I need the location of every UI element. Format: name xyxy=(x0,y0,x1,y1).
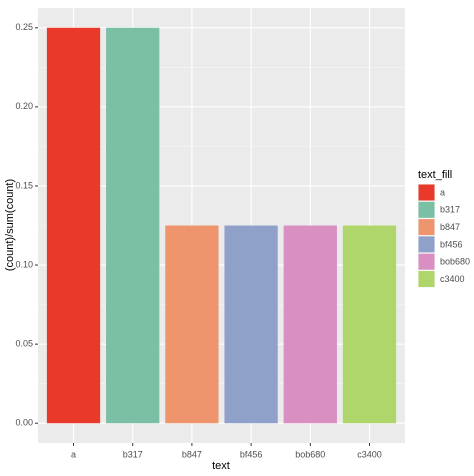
bar xyxy=(283,225,337,424)
legend-key xyxy=(418,219,435,236)
x-tick-label: bob680 xyxy=(295,449,325,459)
y-tick-label: 0.05 xyxy=(15,339,33,349)
x-tick-label: c3400 xyxy=(357,449,382,459)
legend-label: a xyxy=(440,187,445,197)
legend-label: c3400 xyxy=(440,274,465,284)
legend-key xyxy=(418,271,435,287)
legend-label: bf456 xyxy=(440,239,463,249)
y-tick-label: 0.00 xyxy=(15,418,33,428)
bar xyxy=(106,27,160,424)
legend-key xyxy=(418,201,435,218)
legend-label: b317 xyxy=(440,205,460,215)
bar xyxy=(224,225,278,424)
x-tick-label: bf456 xyxy=(240,449,263,459)
legend-key xyxy=(418,184,435,201)
x-tick-label: a xyxy=(71,449,76,459)
y-axis-label: (count)/sum(count) xyxy=(4,179,16,271)
legend-title: text_fill xyxy=(418,169,452,181)
x-axis-label: text xyxy=(212,460,230,472)
y-tick-label: 0.15 xyxy=(15,180,33,190)
y-tick-label: 0.20 xyxy=(15,101,33,111)
x-tick-label: b847 xyxy=(182,449,202,459)
bar xyxy=(165,225,219,424)
x-tick-label: b317 xyxy=(123,449,143,459)
bar xyxy=(46,27,101,424)
legend-key xyxy=(418,253,435,270)
legend-label: b847 xyxy=(440,222,460,232)
y-tick-label: 0.10 xyxy=(15,259,33,269)
y-tick-label: 0.25 xyxy=(15,22,33,32)
bar xyxy=(342,225,397,424)
legend-label: bob680 xyxy=(440,257,470,267)
legend-key xyxy=(418,236,435,253)
